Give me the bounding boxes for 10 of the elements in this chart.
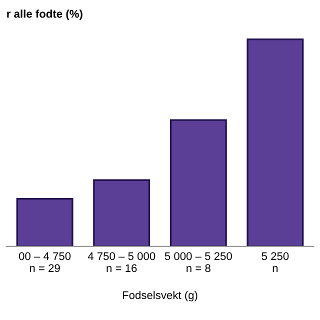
x-axis-title: Fodselsvekt (g) <box>122 290 198 302</box>
chart-title: r alle fodte (%) <box>7 10 82 20</box>
x-tick-label: 00 – 4 750 n = 29 <box>18 252 71 272</box>
x-tick-label: 4 750 – 5 000 n = 16 <box>88 252 156 272</box>
bar <box>246 38 304 246</box>
bar <box>16 198 74 246</box>
x-tick-label: 5 250 n <box>262 252 289 272</box>
bar <box>170 119 227 246</box>
bar <box>93 179 150 246</box>
x-tick-label: 5 000 – 5 250 n = 8 <box>164 252 232 272</box>
